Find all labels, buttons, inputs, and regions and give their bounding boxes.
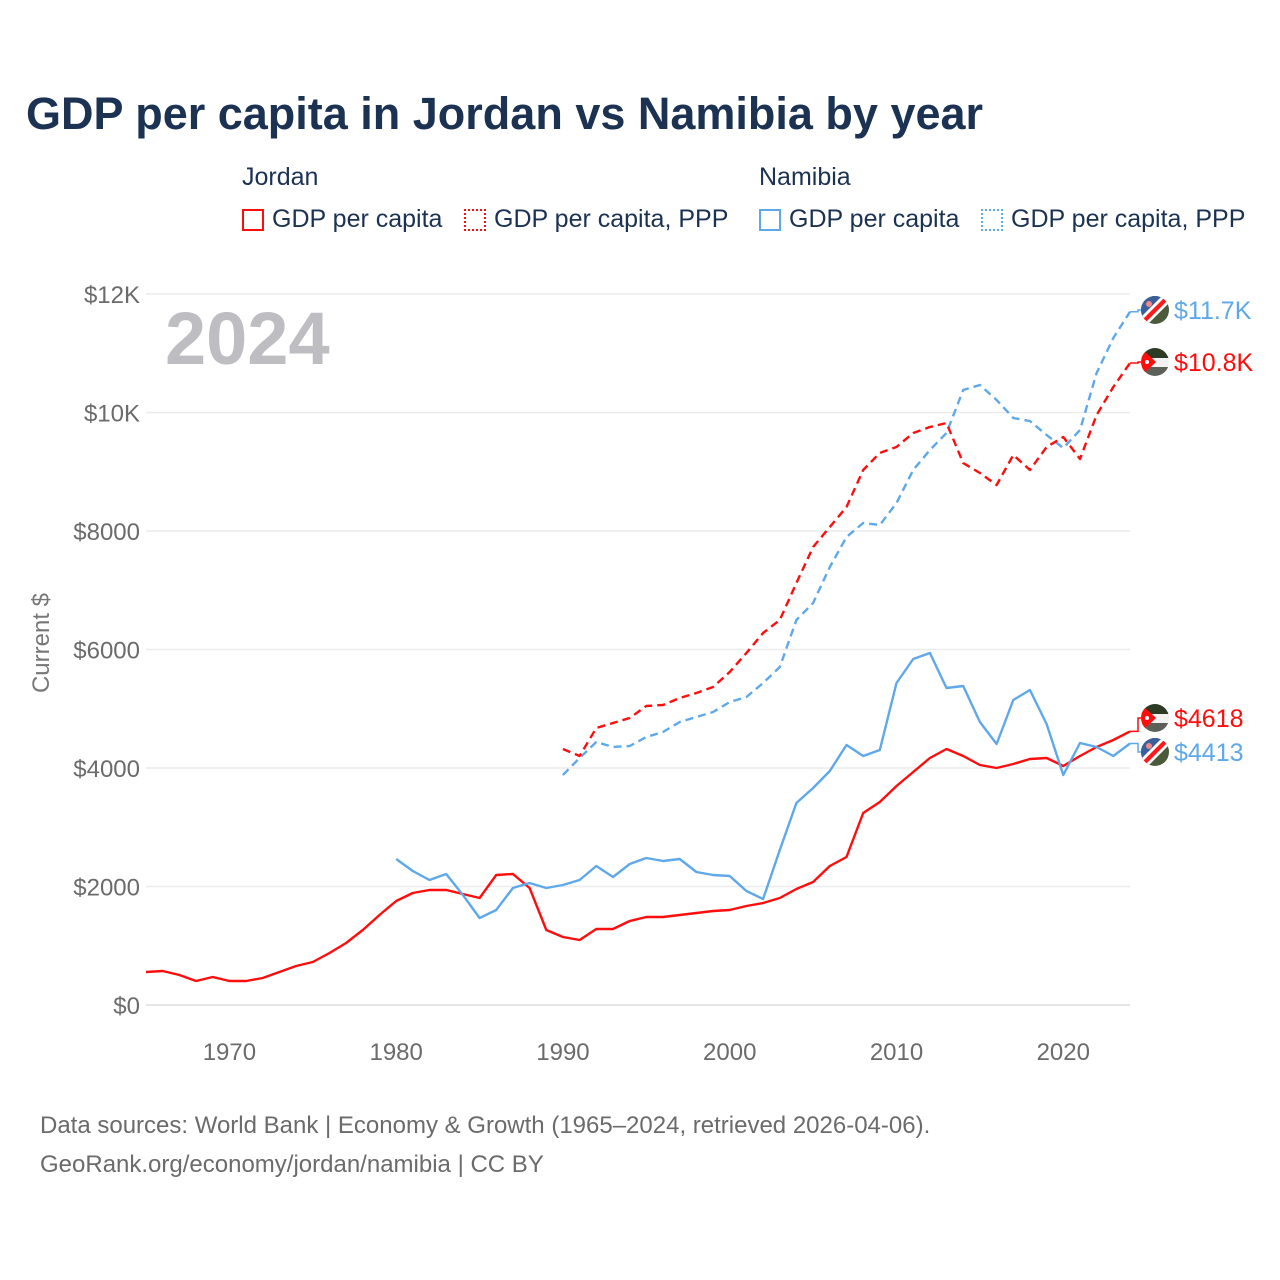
legend-item-namibia-ppp[interactable]: GDP per capita, PPP [981, 205, 1245, 234]
end-value-label: $4618 [1174, 705, 1244, 733]
end-label-connector [1130, 717, 1142, 733]
y-tick-label: $2000 [73, 875, 140, 902]
namibia-gdp-line [395, 651, 1131, 920]
footer-sources: Data sources: World Bank | Economy & Gro… [40, 1112, 931, 1139]
x-tick-label: 2020 [1037, 1039, 1090, 1066]
end-value-label: $11.7K [1174, 297, 1252, 325]
legend-label: GDP per capita, PPP [1011, 205, 1246, 233]
legend-label: GDP per capita [272, 205, 443, 233]
x-tick-label: 1990 [536, 1039, 589, 1066]
x-tick-label: 1980 [369, 1039, 422, 1066]
year-indicator: 2024 [165, 297, 330, 380]
legend-heading-jordan: Jordan [242, 163, 319, 191]
footer: Data sources: World Bank | Economy & Gro… [40, 1106, 930, 1184]
y-tick-label: $10K [84, 401, 140, 428]
legend-swatch-dotted [464, 208, 486, 231]
jordan-ppp-line [562, 362, 1131, 758]
x-tick-label: 2000 [703, 1039, 756, 1066]
y-tick-label: $6000 [73, 638, 140, 665]
legend-item-namibia-gdp[interactable]: GDP per capita [759, 205, 959, 234]
legend-label: GDP per capita, PPP [494, 205, 729, 233]
legend-item-jordan-ppp[interactable]: GDP per capita, PPP [464, 205, 728, 234]
y-tick-label: $12K [84, 282, 140, 309]
end-value-label: $10.8K [1174, 349, 1254, 377]
namibia-flag-icon [1141, 296, 1169, 324]
legend-heading-namibia: Namibia [759, 163, 851, 191]
x-tick-label: 2010 [870, 1039, 923, 1066]
jordan-flag-icon [1141, 348, 1169, 376]
legend-swatch-solid [759, 208, 781, 231]
y-tick-label: $4000 [73, 756, 140, 783]
jordan-gdp-line [145, 730, 1131, 983]
legend-swatch-solid [242, 208, 264, 231]
page-title: GDP per capita in Jordan vs Namibia by y… [26, 88, 984, 139]
jordan-flag-icon [1141, 704, 1169, 732]
end-label-connector [1130, 309, 1142, 313]
footer-link[interactable]: GeoRank.org/economy/jordan/namibia | CC … [40, 1151, 544, 1178]
y-tick-label: $8000 [73, 519, 140, 546]
x-tick-label: 1970 [203, 1039, 256, 1066]
end-value-label: $4413 [1174, 739, 1244, 767]
legend-label: GDP per capita [789, 205, 960, 233]
legend-swatch-dotted [981, 208, 1003, 231]
legend-item-jordan-gdp[interactable]: GDP per capita [242, 205, 442, 234]
end-label-connector [1130, 742, 1142, 753]
y-tick-label: $0 [113, 993, 140, 1020]
namibia-flag-icon [1141, 738, 1169, 766]
end-label-connector [1130, 361, 1142, 364]
namibia-ppp-line [562, 311, 1132, 776]
y-axis-label: Current $ [28, 592, 55, 694]
